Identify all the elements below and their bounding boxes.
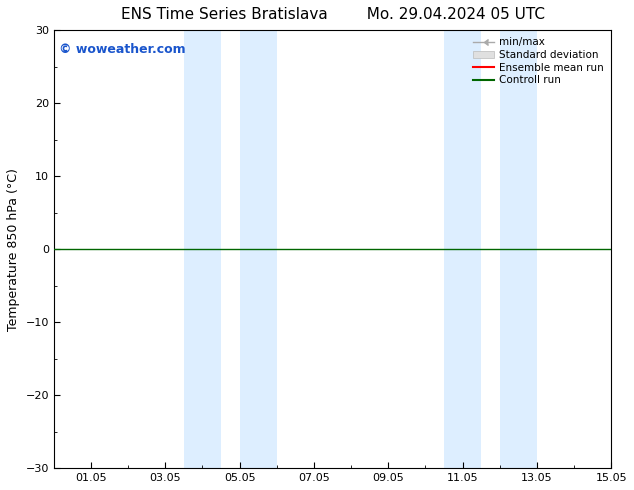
Text: © woweather.com: © woweather.com — [60, 43, 186, 56]
Title: ENS Time Series Bratislava        Mo. 29.04.2024 05 UTC: ENS Time Series Bratislava Mo. 29.04.202… — [120, 7, 545, 22]
Legend: min/max, Standard deviation, Ensemble mean run, Controll run: min/max, Standard deviation, Ensemble me… — [471, 35, 606, 87]
Bar — [444, 30, 481, 468]
Y-axis label: Temperature 850 hPa (°C): Temperature 850 hPa (°C) — [7, 168, 20, 331]
Bar — [184, 30, 221, 468]
Bar — [500, 30, 537, 468]
Bar — [240, 30, 277, 468]
